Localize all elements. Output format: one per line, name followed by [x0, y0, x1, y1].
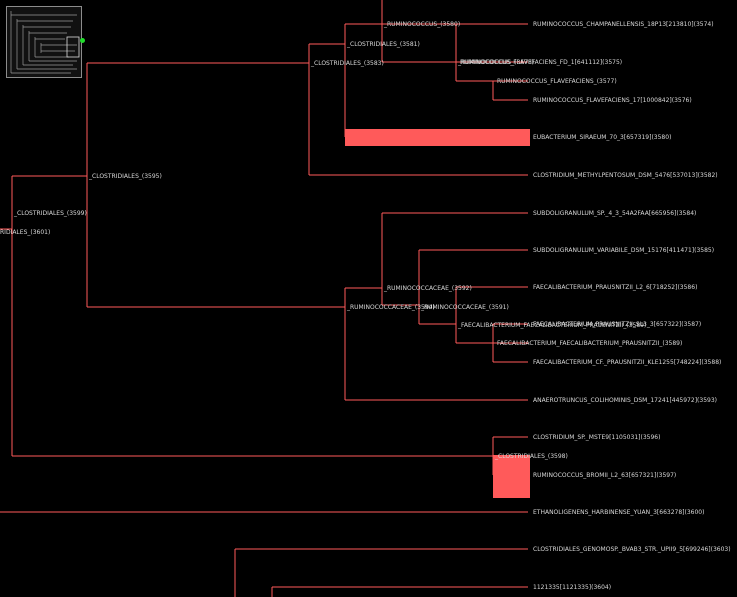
minimap-tree-thumbnail [10, 11, 80, 74]
leaf-label[interactable]: CLOSTRIDIUM_SP._MSTE9[1105031](3596) [533, 434, 660, 441]
leaf-label[interactable]: SUBDOLIGRANULUM_VARIABILE_DSM_15176[4114… [533, 247, 714, 254]
node-label[interactable]: _CLOSTRIDIALES_(3595) [88, 173, 162, 180]
leaf-label[interactable]: FAECALIBACTERIUM_PRAUSNITZII_L2_6[718252… [533, 284, 697, 291]
node-label[interactable]: _RUMINOCOCCACEAE_(3591) [420, 304, 509, 311]
leaf-label[interactable]: CLOSTRIDIUM_METHYLPENTOSUM_DSM_5476[5370… [533, 172, 718, 179]
leaf-label[interactable]: FAECALIBACTERIUM_FAECALIBACTERIUM_PRAUSN… [497, 340, 682, 347]
node-label[interactable]: RIDIALES_(3601) [0, 229, 50, 236]
node-label[interactable]: _CLOSTRIDIALES_(3581) [346, 41, 420, 48]
node-label[interactable]: _CLOSTRIDIALES_(3583) [310, 60, 384, 67]
leaf-label[interactable]: SUBDOLIGRANULUM_SP._4_3_54A2FAA[665956](… [533, 210, 696, 217]
node-label[interactable]: _RUMINOCOCCUS_(3580) [383, 21, 460, 28]
highlight-block [493, 455, 530, 498]
node-label[interactable]: _RUMINOCOCCUS_(3578) [457, 59, 534, 66]
leaf-label[interactable]: FAECALIBACTERIUM_CF._PRAUSNITZII_KLE1255… [533, 359, 721, 366]
tree-branches [0, 0, 528, 597]
leaf-label[interactable]: ETHANOLIGENENS_HARBINENSE_YUAN_3[663278]… [533, 509, 704, 516]
leaf-label[interactable]: RUMINOCOCCUS_BROMII_L2_63[657321](3597) [533, 472, 676, 479]
leaf-label[interactable]: CLOSTRIDIALES_GENOMOSP._BVAB3_STR._UPII9… [533, 546, 731, 553]
leaf-label[interactable]: EUBACTERIUM_SIRAEUM_70_3[657319](3580) [533, 134, 671, 141]
leaf-label[interactable]: 1121335[1121335](3604) [533, 584, 611, 591]
leaf-label[interactable]: ANAEROTRUNCUS_COLIHOMINIS_DSM_17241[4459… [533, 397, 717, 404]
node-label[interactable]: _RUMINOCOCCACEAE_(3592) [383, 285, 472, 292]
overview-minimap[interactable] [6, 6, 82, 78]
leaf-label[interactable]: RUMINOCOCCUS_FLAVEFACIENS_(3577) [497, 78, 617, 85]
node-label[interactable]: _RUMINOCOCCACEAE_(3594) [346, 304, 435, 311]
leaf-label[interactable]: FAECALIBACTERIUM_PRAUSNITZII_SL3_3[65732… [533, 321, 701, 328]
node-label[interactable]: _CLOSTRIDIALES_(3598) [494, 453, 568, 460]
leaf-label[interactable]: RUMINOCOCCUS_CHAMPANELLENSIS_18P13[21381… [533, 21, 714, 28]
node-label[interactable]: _FAECALIBACTERIUM_FAECALIBACTERIUM_PRAUS… [457, 322, 646, 329]
highlight-bar [345, 129, 530, 146]
node-label[interactable]: _CLOSTRIDIALES_(3599) [13, 210, 87, 217]
minimap-viewport-marker[interactable] [80, 38, 85, 43]
leaf-label[interactable]: RUMINOCOCCUS_FLAVEFACIENS_17[1000842](35… [533, 97, 692, 104]
leaf-label[interactable]: RUMINOCOCCUS_FLAVEFACIENS_FD_1[641112](3… [460, 59, 622, 66]
